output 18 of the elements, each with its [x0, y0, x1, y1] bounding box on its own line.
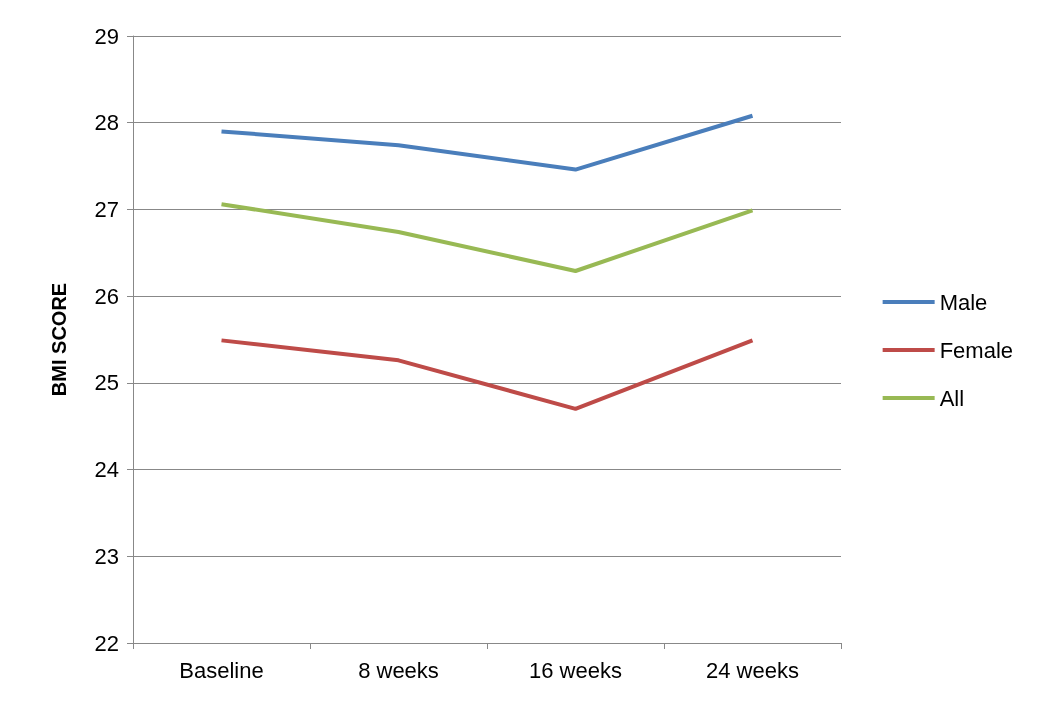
- x-tick-label: 8 weeks: [358, 657, 439, 683]
- y-tick-label: 22: [94, 630, 119, 656]
- y-tick-label: 25: [94, 370, 119, 396]
- y-tick-label: 27: [94, 196, 119, 222]
- y-tick-label: 28: [94, 110, 119, 136]
- x-tick-label: Baseline: [179, 657, 264, 683]
- line-series: [219, 202, 755, 273]
- y-tick-label: 24: [94, 457, 119, 483]
- legend-label: All: [939, 385, 965, 411]
- y-tick-label: 23: [94, 543, 119, 569]
- legend-label: Female: [939, 337, 1013, 363]
- x-tick-label: 16 weeks: [529, 657, 622, 683]
- y-axis-title: BMI SCORE: [48, 282, 70, 397]
- y-tick-label: 29: [94, 23, 119, 49]
- legend-label: Male: [939, 289, 988, 315]
- line-series: [219, 113, 755, 172]
- x-tick-label: 24 weeks: [706, 657, 799, 683]
- y-tick-label: 26: [94, 283, 119, 309]
